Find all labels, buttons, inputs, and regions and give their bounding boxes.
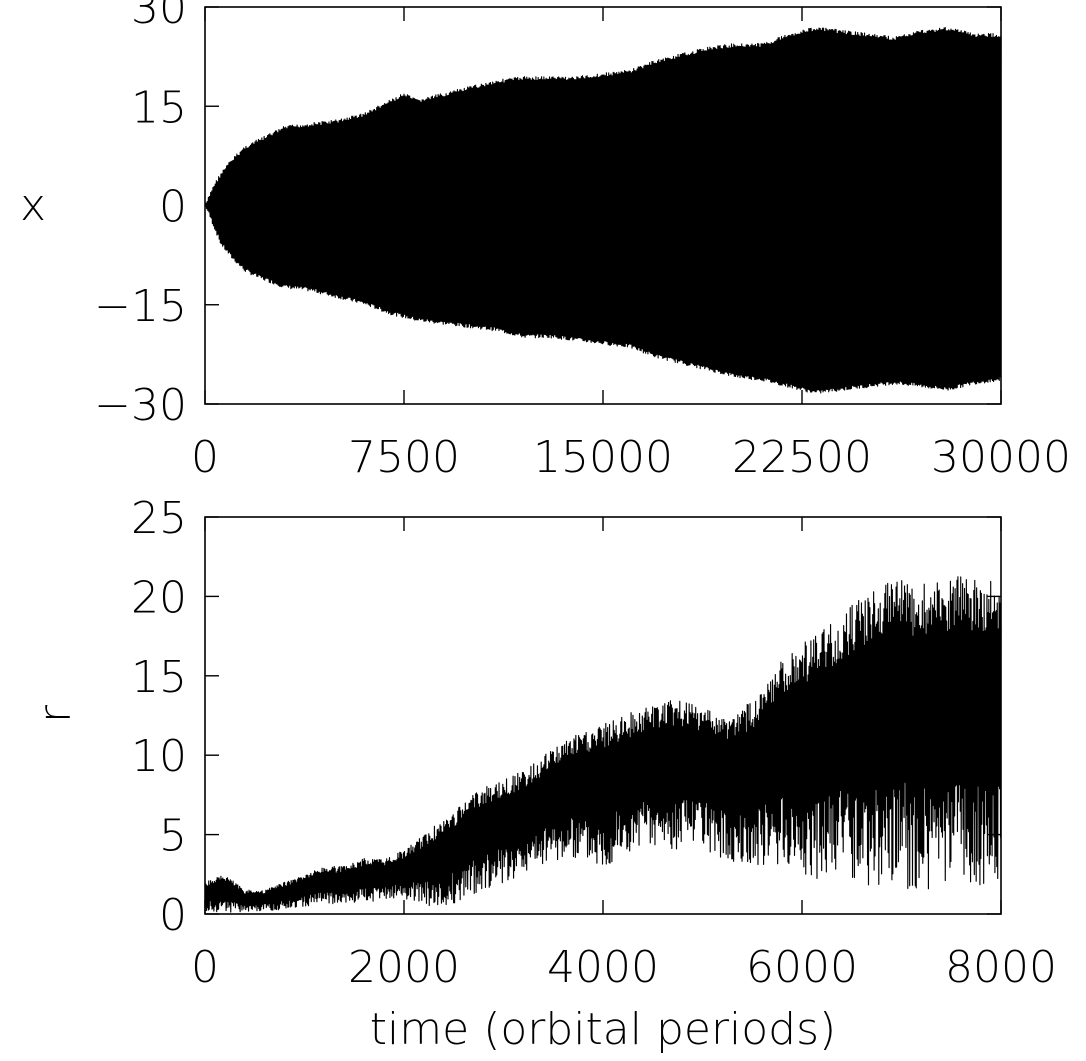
- bottom-y-tick-labels: 0 5 10 15 20 25: [131, 493, 187, 941]
- bottom-panel: 0 5 10 15 20 25 0 2000 4000 6000 8000 r time (orb…: [30, 493, 1057, 1055]
- top-y-tick-label: 15: [131, 82, 187, 133]
- top-y-tick-label: 0: [159, 182, 187, 233]
- bottom-x-tick-label: 4000: [547, 942, 659, 993]
- bottom-x-tick-label: 8000: [945, 942, 1057, 993]
- bottom-x-tick-label: 0: [191, 942, 219, 993]
- bottom-x-axis-title: time (orbital periods): [370, 1004, 836, 1055]
- top-x-tick-label: 15000: [533, 432, 673, 483]
- top-y-tick-label: 30: [131, 0, 187, 34]
- top-x-tick-label: 7500: [348, 432, 460, 483]
- bottom-y-tick-label: 20: [131, 572, 187, 623]
- bottom-y-tick-label: 25: [131, 493, 187, 544]
- bottom-x-tick-labels: 0 2000 4000 6000 8000: [191, 942, 1057, 993]
- bottom-x-tick-label: 2000: [348, 942, 460, 993]
- top-panel: −30 −15 0 15 30 0 7500 15000 22500 30000 x: [20, 0, 1071, 483]
- bottom-ticks: [204, 516, 1002, 915]
- top-x-trace: [204, 27, 1002, 394]
- top-y-tick-label: −30: [94, 380, 187, 431]
- top-y-axis-title: x: [20, 180, 46, 231]
- bottom-r-trace: [204, 576, 1002, 913]
- bottom-y-tick-label: 5: [159, 811, 187, 862]
- bottom-y-tick-label: 0: [159, 890, 187, 941]
- bottom-y-tick-label: 10: [131, 731, 187, 782]
- top-ticks: [204, 6, 1002, 405]
- top-x-tick-label: 30000: [931, 432, 1071, 483]
- top-x-tick-labels: 0 7500 15000 22500 30000: [191, 432, 1071, 483]
- top-y-tick-labels: −30 −15 0 15 30: [94, 0, 187, 431]
- bottom-y-tick-label: 15: [131, 652, 187, 703]
- bottom-x-tick-label: 6000: [746, 942, 858, 993]
- bottom-y-axis-title: r: [30, 704, 81, 723]
- top-x-tick-label: 22500: [732, 432, 872, 483]
- top-x-tick-label: 0: [191, 432, 219, 483]
- top-y-tick-label: −15: [94, 281, 187, 332]
